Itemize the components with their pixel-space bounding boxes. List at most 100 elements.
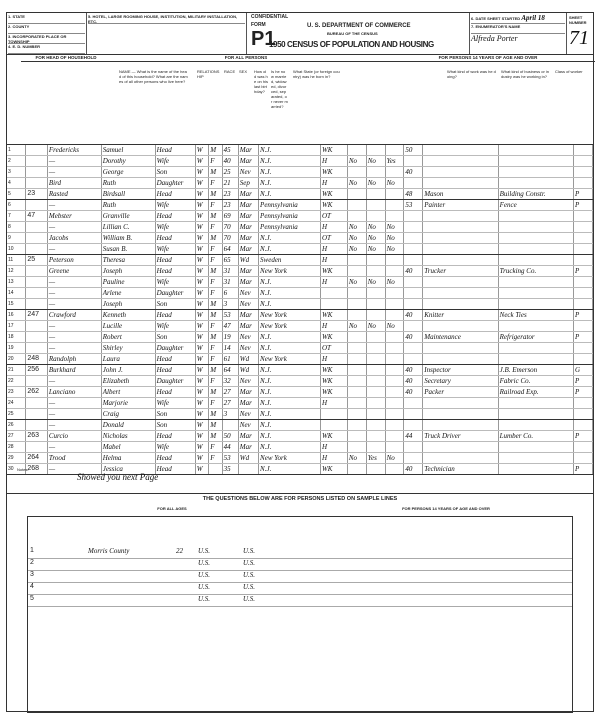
marital-status: Mar (238, 386, 260, 399)
sex: F (208, 155, 223, 168)
class-of-worker (573, 342, 593, 355)
given-name: Theresa (101, 254, 156, 267)
line-number: 15 (7, 298, 27, 311)
q16: No (347, 320, 367, 333)
occupation (422, 419, 499, 432)
surname: — (47, 199, 102, 212)
given-name: Albert (101, 386, 156, 399)
sex: M (208, 419, 223, 432)
occupation (422, 298, 499, 311)
q17 (366, 463, 386, 476)
hours (403, 342, 424, 355)
hours: 40 (403, 364, 424, 377)
birthplace: N.J. (258, 287, 321, 300)
table-row: 27 263 Curcio Nicholas Head W M 50 Mar N.J. WK 44 Tr… (7, 430, 593, 443)
sex: F (208, 199, 223, 212)
industry (498, 232, 575, 245)
activity: H (320, 243, 348, 256)
sex: F (208, 254, 223, 267)
section-head-of-household: FOR HEAD OF HOUSEHOLD (21, 55, 111, 62)
marital-status: Wd (238, 452, 260, 465)
given-name: Granville (101, 210, 156, 223)
given-name: Helma (101, 452, 156, 465)
age: 27 (222, 386, 239, 399)
race: W (195, 441, 210, 454)
hours (403, 232, 424, 245)
sex: M (208, 430, 223, 443)
table-row: 3 — George Son W M 25 Nev N.J. WK 40 (7, 166, 593, 179)
industry: Railroad Exp. (498, 386, 575, 399)
sex: M (208, 145, 223, 157)
age: 32 (222, 375, 239, 388)
industry (498, 408, 575, 421)
q18 (385, 298, 405, 311)
sample-cell: U.S. (198, 595, 211, 603)
occupation: Packer (422, 386, 499, 399)
q17: No (366, 221, 386, 234)
marital-status: Nev (238, 331, 260, 344)
sample-cell: U.S. (243, 571, 256, 579)
marital-status: Mar (238, 441, 260, 454)
table-row: 17— Lucille Wife W F 47 Mar New York H No No No (7, 320, 593, 333)
age: 14 (222, 342, 239, 355)
q18 (385, 188, 405, 201)
department: U. S. DEPARTMENT OF COMMERCE BUREAU OF TH… (307, 23, 411, 38)
q17 (366, 408, 386, 421)
place-field: 3. INCORPORATED PLACE OR TOWNSHIP (8, 34, 85, 44)
q17 (366, 441, 386, 454)
house-number (25, 441, 48, 454)
sample-line: 5 U.S. U.S. (28, 595, 572, 607)
marital-status: Nev (238, 298, 260, 311)
surname: — (47, 320, 102, 333)
q17 (366, 265, 386, 278)
age (222, 419, 239, 432)
sample-title: THE QUESTIONS BELOW ARE FOR PERSONS LIST… (202, 496, 398, 502)
marital-status: Nev (238, 287, 260, 300)
given-name: Nicholas (101, 430, 156, 443)
industry (498, 287, 575, 300)
class-of-worker (573, 145, 593, 157)
activity: H (320, 452, 348, 465)
q17 (366, 397, 386, 410)
surname: Curcio (47, 430, 102, 443)
age: 40 (222, 155, 239, 168)
relationship: Son (155, 166, 196, 179)
marital-status: Mar (238, 199, 260, 212)
age: 27 (222, 397, 239, 410)
given-name: Joseph (101, 265, 156, 278)
activity: OT (320, 232, 348, 245)
sex: F (208, 177, 223, 190)
q17: No (366, 155, 386, 168)
hours: 40 (403, 463, 424, 476)
line-number: 28 (7, 441, 27, 454)
occupation (422, 177, 499, 190)
activity: WK (320, 364, 348, 377)
enumerator-value: Alfreda Porter (471, 34, 518, 43)
surname: Fredericks (47, 145, 102, 157)
q17 (366, 342, 386, 355)
marital-status: Mar (238, 276, 260, 289)
relationship: Head (155, 254, 196, 267)
q16 (347, 287, 367, 300)
relationship: Daughter (155, 287, 196, 300)
q18 (385, 375, 405, 388)
sex: F (208, 441, 223, 454)
hours (403, 221, 424, 234)
class-of-worker: P (573, 386, 593, 399)
occupation: Trucker (422, 265, 499, 278)
table-row: 7 47 Mebster Granville Head W M 69 Mar Pennsylvan… (7, 210, 593, 223)
sex: M (208, 331, 223, 344)
ed-number-field: 4. E. D. NUMBER (8, 44, 85, 54)
q16 (347, 145, 367, 157)
race-question: RACE (224, 69, 236, 74)
hours (403, 287, 424, 300)
birthplace: New York (258, 309, 321, 322)
birthplace: N.J. (258, 188, 321, 201)
industry (498, 276, 575, 289)
sample-cell: 1 (30, 547, 34, 554)
line-number: 3 (7, 166, 27, 179)
sex: F (208, 276, 223, 289)
class-of-worker (573, 243, 593, 256)
race: W (195, 309, 210, 322)
birthplace: Pennsylvania (258, 199, 321, 212)
